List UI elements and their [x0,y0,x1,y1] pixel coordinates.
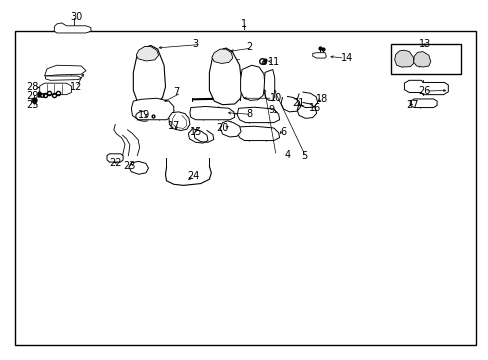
Text: 18: 18 [316,94,328,104]
Polygon shape [107,154,123,162]
Text: 11: 11 [267,57,279,67]
Text: 4: 4 [284,150,290,160]
Text: 3: 3 [192,39,199,49]
Text: 25: 25 [26,100,39,110]
Text: 27: 27 [406,100,418,110]
Polygon shape [409,99,436,108]
Text: 14: 14 [340,53,352,63]
Text: 26: 26 [418,86,430,96]
Polygon shape [40,83,71,95]
Polygon shape [404,80,447,95]
Polygon shape [264,69,274,100]
Polygon shape [168,112,189,131]
Polygon shape [136,46,158,61]
Text: 23: 23 [123,161,136,171]
Polygon shape [131,98,173,120]
Text: 5: 5 [301,150,307,161]
Text: 1: 1 [241,19,247,29]
Polygon shape [54,23,91,33]
Polygon shape [189,107,234,120]
Text: 28: 28 [26,82,39,93]
Text: 21: 21 [291,98,304,108]
Text: 20: 20 [216,123,228,133]
Text: 8: 8 [246,109,252,119]
Polygon shape [209,48,242,105]
Text: 7: 7 [173,87,179,97]
Polygon shape [45,76,81,80]
Polygon shape [240,65,264,100]
Polygon shape [133,45,165,105]
Text: 9: 9 [268,105,274,115]
Text: 17: 17 [167,121,180,131]
Text: 22: 22 [109,158,122,168]
Text: 19: 19 [138,111,150,121]
Bar [15,31,475,345]
Polygon shape [237,107,279,123]
Text: 6: 6 [280,127,286,136]
Text: 30: 30 [70,12,82,22]
Bar [390,44,461,74]
Text: 24: 24 [187,171,199,181]
Polygon shape [237,126,279,140]
Text: 16: 16 [308,103,321,113]
Text: 15: 15 [189,127,202,136]
Text: 12: 12 [70,82,82,92]
Polygon shape [312,53,326,58]
Text: 13: 13 [418,39,430,49]
Polygon shape [394,50,413,67]
Text: 29: 29 [26,91,39,101]
Text: 10: 10 [269,93,282,103]
Polygon shape [220,121,241,137]
Polygon shape [44,65,86,76]
Text: 2: 2 [246,42,252,52]
Polygon shape [413,51,430,67]
Polygon shape [211,49,232,63]
